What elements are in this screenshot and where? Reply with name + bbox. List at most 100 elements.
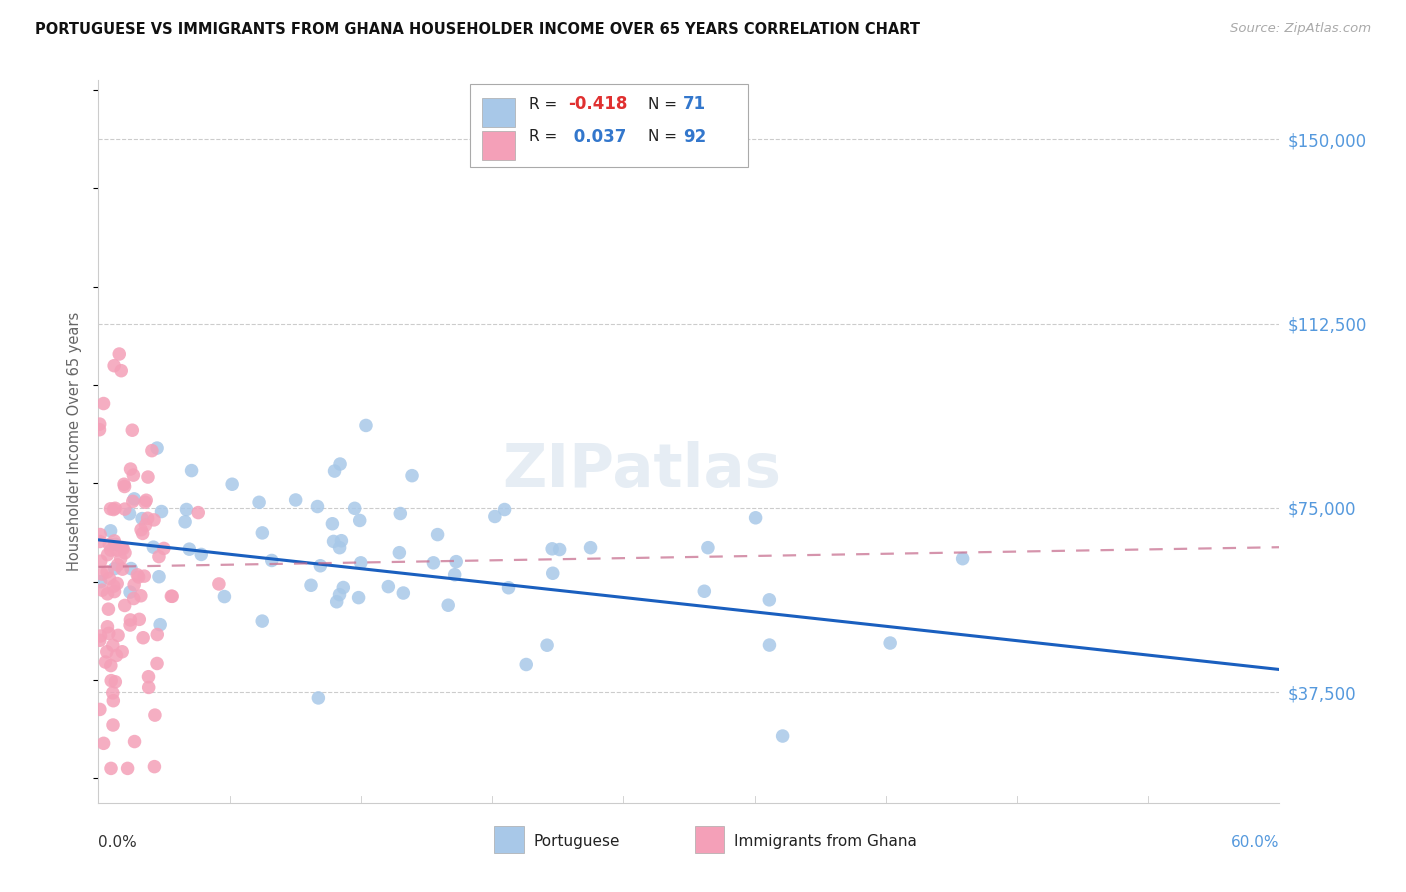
Point <box>94 655 117 669</box>
Text: Source: ZipAtlas.com: Source: ZipAtlas.com <box>1230 22 1371 36</box>
Point <box>174 515 197 529</box>
Point <box>96 645 118 659</box>
Point <box>146 657 169 671</box>
Point <box>498 581 520 595</box>
Text: 71: 71 <box>683 95 706 113</box>
Point <box>104 561 127 575</box>
Point <box>91 567 114 582</box>
Y-axis label: Householder Income Over 65 years: Householder Income Over 65 years <box>67 312 83 571</box>
Point <box>91 583 114 598</box>
Point <box>389 507 412 521</box>
Point <box>307 500 329 514</box>
Point <box>103 502 125 516</box>
Point <box>343 501 366 516</box>
Point <box>129 523 152 537</box>
Point <box>89 417 111 431</box>
Point <box>101 686 124 700</box>
Point <box>693 584 716 599</box>
Point <box>114 599 136 613</box>
Point <box>90 574 112 589</box>
Point <box>122 468 145 483</box>
Point <box>98 537 121 551</box>
Point <box>146 441 169 455</box>
Point <box>96 620 118 634</box>
Point <box>89 633 111 648</box>
Point <box>114 546 136 560</box>
Point <box>103 584 125 599</box>
Point <box>112 477 135 491</box>
Point <box>322 534 344 549</box>
Text: N =: N = <box>648 129 682 145</box>
Point <box>107 628 129 642</box>
Point <box>131 511 153 525</box>
Point <box>122 491 145 506</box>
Point <box>758 592 780 607</box>
Point <box>515 657 537 672</box>
Point <box>153 541 176 556</box>
Point <box>93 396 115 410</box>
Point <box>96 565 118 579</box>
Point <box>134 569 156 583</box>
Point <box>100 543 122 558</box>
FancyBboxPatch shape <box>482 98 516 128</box>
Point <box>89 702 111 716</box>
Point <box>101 639 124 653</box>
FancyBboxPatch shape <box>482 131 516 160</box>
Point <box>121 423 143 437</box>
Point <box>143 759 166 773</box>
Point <box>128 612 150 626</box>
Point <box>190 548 212 562</box>
Point <box>160 589 183 603</box>
Point <box>136 511 159 525</box>
Point <box>118 507 141 521</box>
Point <box>100 673 122 688</box>
Point <box>536 638 558 652</box>
Point <box>104 501 127 516</box>
Point <box>143 708 166 723</box>
Point <box>142 540 165 554</box>
Point <box>329 457 352 471</box>
Point <box>494 502 516 516</box>
Point <box>179 542 201 557</box>
Point <box>103 359 125 373</box>
Text: 0.037: 0.037 <box>568 128 627 145</box>
Point <box>443 567 465 582</box>
Point <box>221 477 243 491</box>
Point <box>135 493 157 508</box>
Point <box>260 553 283 567</box>
Point <box>97 626 120 640</box>
Point <box>772 729 794 743</box>
Point <box>758 638 780 652</box>
Text: R =: R = <box>530 129 562 145</box>
Point <box>107 558 129 572</box>
Point <box>309 558 332 573</box>
Point <box>392 586 415 600</box>
Point <box>426 527 449 541</box>
Point <box>120 618 142 632</box>
Text: 60.0%: 60.0% <box>1232 835 1279 850</box>
Point <box>111 645 134 659</box>
Point <box>120 613 142 627</box>
Point <box>321 516 343 531</box>
Point <box>148 570 170 584</box>
Point <box>132 631 155 645</box>
Point <box>350 556 373 570</box>
Point <box>111 541 134 555</box>
Point <box>93 736 115 750</box>
Point <box>110 364 132 378</box>
Point <box>437 599 460 613</box>
Point <box>323 464 346 478</box>
Point <box>332 581 354 595</box>
Point <box>330 533 353 548</box>
Point <box>484 509 506 524</box>
Point <box>444 555 467 569</box>
Point <box>108 347 131 361</box>
Text: 92: 92 <box>683 128 706 145</box>
Point <box>879 636 901 650</box>
Point <box>252 614 274 628</box>
Point <box>120 561 142 575</box>
Point <box>127 567 149 582</box>
Point <box>89 527 111 541</box>
Point <box>541 566 564 581</box>
Point <box>117 761 139 775</box>
